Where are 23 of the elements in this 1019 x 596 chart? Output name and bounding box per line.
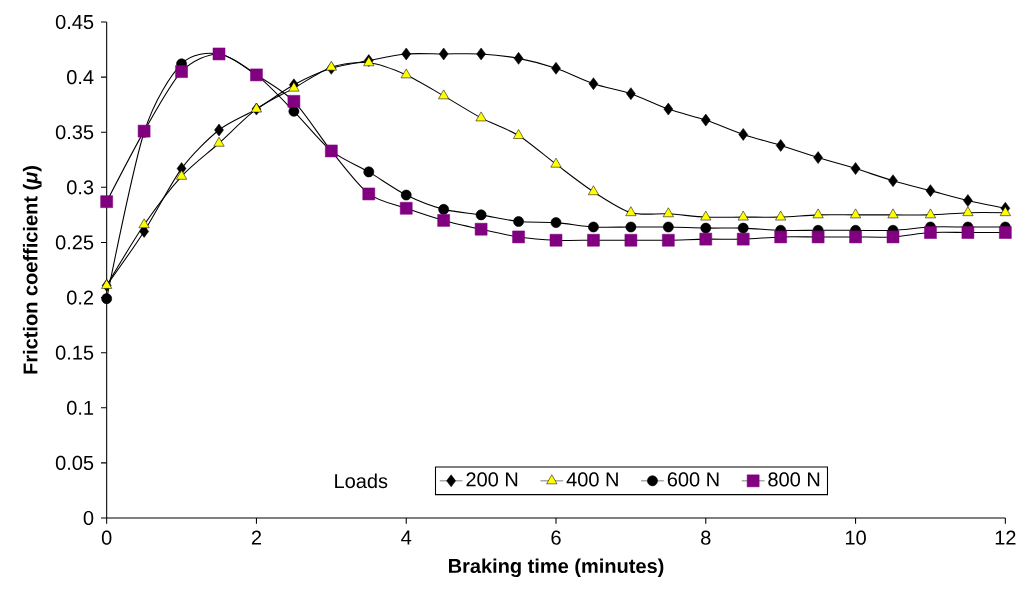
x-tick-label: 0 <box>101 530 112 545</box>
y-tick-label: 0.05 <box>55 455 94 470</box>
y-tick-label: 0.3 <box>67 180 94 195</box>
legend-title: Loads <box>335 473 388 489</box>
y-tick-label: 0.25 <box>55 235 94 250</box>
legend-label: 600 N <box>667 472 719 487</box>
x-tick-label: 12 <box>995 530 1016 545</box>
x-tick-label: 4 <box>401 530 412 545</box>
y-tick-label: 0.45 <box>55 14 94 30</box>
x-axis-title: Braking time (minutes) <box>448 558 664 578</box>
y-tick-label: 0.35 <box>55 125 94 140</box>
x-tick-label: 6 <box>551 530 561 545</box>
legend-label: 800 N <box>768 472 820 487</box>
y-tick-label: 0.2 <box>67 290 94 305</box>
y-tick-label: 0.15 <box>55 345 94 360</box>
x-tick-label: 10 <box>845 530 866 545</box>
legend-label: 400 N <box>566 472 618 487</box>
y-tick-label: 0.4 <box>67 70 94 85</box>
y-tick-label: 0 <box>83 510 94 526</box>
y-tick-label: 0.1 <box>67 400 94 415</box>
legend-label: 200 N <box>466 472 518 487</box>
x-tick-label: 8 <box>701 530 711 545</box>
x-tick-label: 2 <box>251 530 262 545</box>
